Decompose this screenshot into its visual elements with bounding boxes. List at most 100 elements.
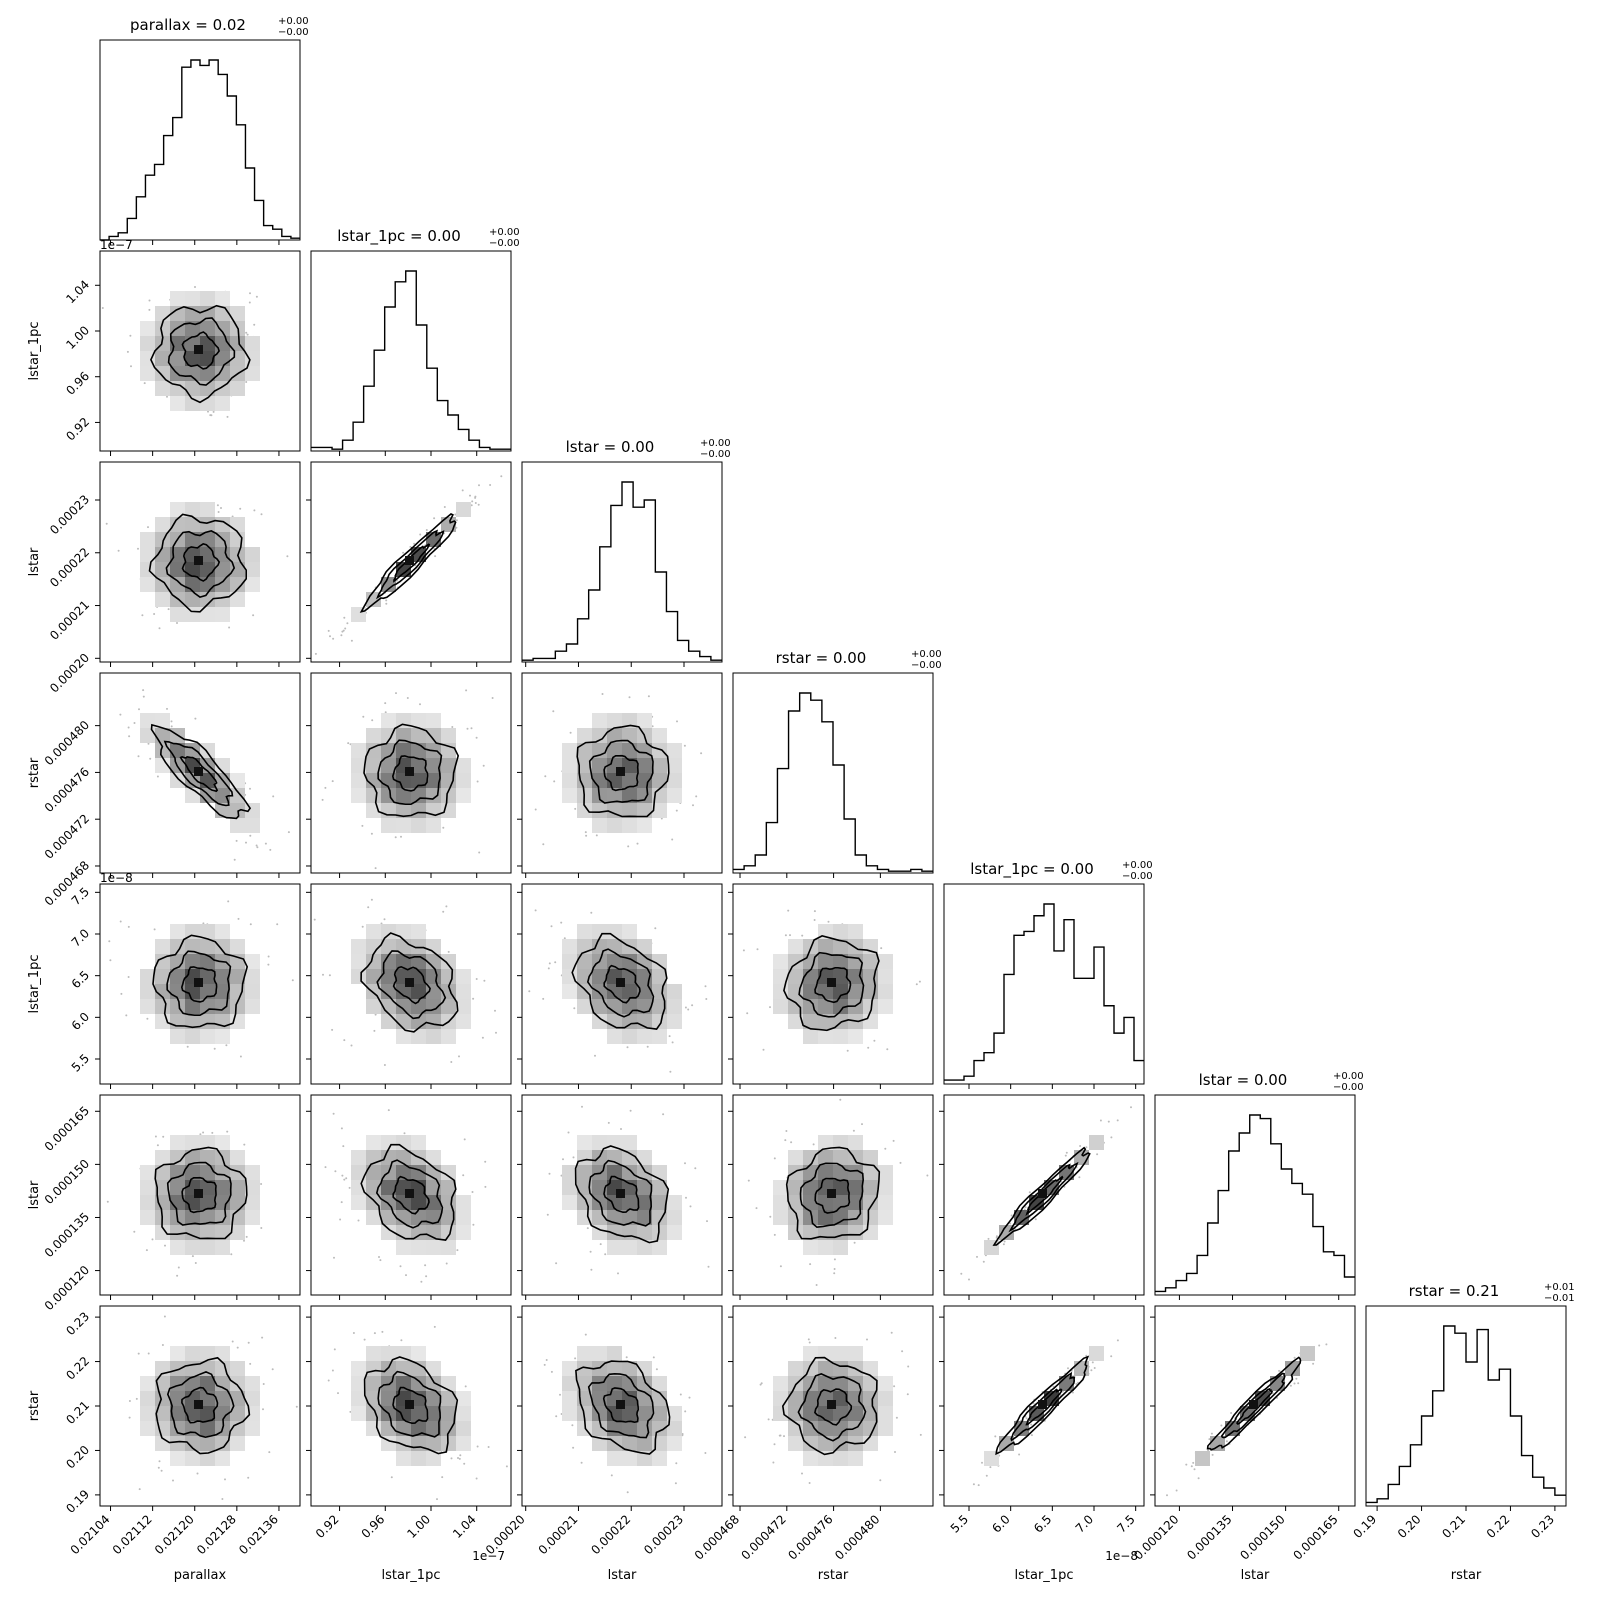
sample-point <box>675 1462 678 1465</box>
sample-point <box>547 967 550 970</box>
density-cell <box>185 577 200 592</box>
density-peak <box>194 556 203 565</box>
sample-point <box>340 634 343 637</box>
contour-line <box>992 1146 1091 1246</box>
density-cell <box>185 1361 200 1376</box>
density-cell <box>652 1376 667 1391</box>
density-cell <box>411 1014 426 1029</box>
density-cell <box>200 1225 215 1240</box>
sample-point <box>604 1253 607 1256</box>
density-cell <box>230 1195 245 1210</box>
sample-point <box>1071 1391 1074 1394</box>
density-cell <box>773 1180 788 1195</box>
density-cell <box>426 818 441 833</box>
sample-point <box>589 1250 592 1253</box>
sample-point <box>207 410 209 413</box>
density-cell <box>411 1346 426 1361</box>
sample-point <box>162 1135 165 1138</box>
density-cell <box>788 1210 803 1225</box>
x-tick-label: 6.0 <box>989 1512 1012 1535</box>
density-cell <box>622 1029 637 1044</box>
density-cell <box>411 547 426 562</box>
density-cell <box>245 1376 260 1391</box>
sample-point <box>447 950 450 953</box>
sample-point <box>332 1112 335 1115</box>
density-cell <box>773 984 788 999</box>
density-cell <box>245 1195 260 1210</box>
density-cell <box>185 1210 200 1225</box>
sample-point <box>156 1144 159 1147</box>
sample-point <box>1030 1423 1033 1426</box>
sample-point <box>151 1238 154 1241</box>
sample-point <box>120 992 123 995</box>
sample-point <box>177 1266 180 1269</box>
sample-point <box>809 1263 812 1266</box>
sample-point <box>684 1162 686 1165</box>
sample-point <box>269 848 272 851</box>
density-cell <box>200 1406 215 1421</box>
density-peak <box>405 1400 414 1409</box>
density-cell <box>1225 1421 1240 1436</box>
density-cell <box>622 1014 637 1029</box>
density-cell <box>667 984 682 999</box>
sample-point <box>528 990 531 993</box>
sample-point <box>314 652 317 655</box>
title-plus-error: +0.00 <box>489 227 520 238</box>
sample-point <box>425 529 428 531</box>
sample-point <box>790 1141 793 1144</box>
density-cell <box>773 1391 788 1406</box>
density-cell <box>878 1391 893 1406</box>
y-tick-label: 5.5 <box>69 1051 92 1074</box>
density-peak <box>194 1189 203 1198</box>
sample-point <box>545 1359 548 1361</box>
sample-point <box>1024 1206 1027 1209</box>
density-cell <box>245 984 260 999</box>
sample-point <box>1064 1154 1067 1157</box>
density-peak <box>194 345 203 354</box>
density-cell <box>652 773 667 788</box>
sample-point <box>324 786 327 789</box>
density-cell <box>607 1436 622 1451</box>
density-cell <box>426 1150 441 1165</box>
density-cell <box>999 1225 1014 1240</box>
density-cell <box>622 1240 637 1255</box>
density-cell <box>562 788 577 803</box>
density-cell <box>396 1376 411 1391</box>
density-cell <box>366 728 381 743</box>
density-cell <box>185 1406 200 1421</box>
sample-point <box>464 1385 467 1388</box>
panel-title: rstar = 0.00 <box>776 649 867 667</box>
sample-point <box>475 1477 478 1480</box>
density-cell <box>170 969 185 984</box>
density-cell <box>155 1406 170 1421</box>
density-cell <box>381 1421 396 1436</box>
density-cell <box>411 939 426 954</box>
density-cell <box>170 773 185 788</box>
sample-point <box>458 1457 461 1460</box>
sample-point <box>349 1410 352 1413</box>
sample-point <box>1096 1153 1099 1156</box>
density-cell <box>411 1376 426 1391</box>
density-cell <box>833 1135 848 1150</box>
y-tick-label: 1.04 <box>63 278 92 307</box>
density-cell <box>592 713 607 728</box>
sample-point <box>191 1255 194 1258</box>
contour-line <box>603 1175 640 1214</box>
density-cell <box>215 1225 230 1240</box>
sample-point <box>773 1443 776 1446</box>
density-cell <box>622 1436 637 1451</box>
density-cell <box>848 1135 863 1150</box>
density-cell <box>863 999 878 1014</box>
density-cell <box>170 517 185 532</box>
density-cell <box>396 984 411 999</box>
sample-point <box>329 635 331 638</box>
sample-point <box>689 1205 692 1208</box>
sample-point <box>960 1272 963 1275</box>
density-cell <box>200 1150 215 1165</box>
x-axis-label: parallax <box>174 1568 227 1583</box>
density-cell <box>863 1376 878 1391</box>
contour-line <box>150 304 251 404</box>
density-cell <box>200 502 215 517</box>
density-cell <box>185 306 200 321</box>
density-cell <box>848 1346 863 1361</box>
